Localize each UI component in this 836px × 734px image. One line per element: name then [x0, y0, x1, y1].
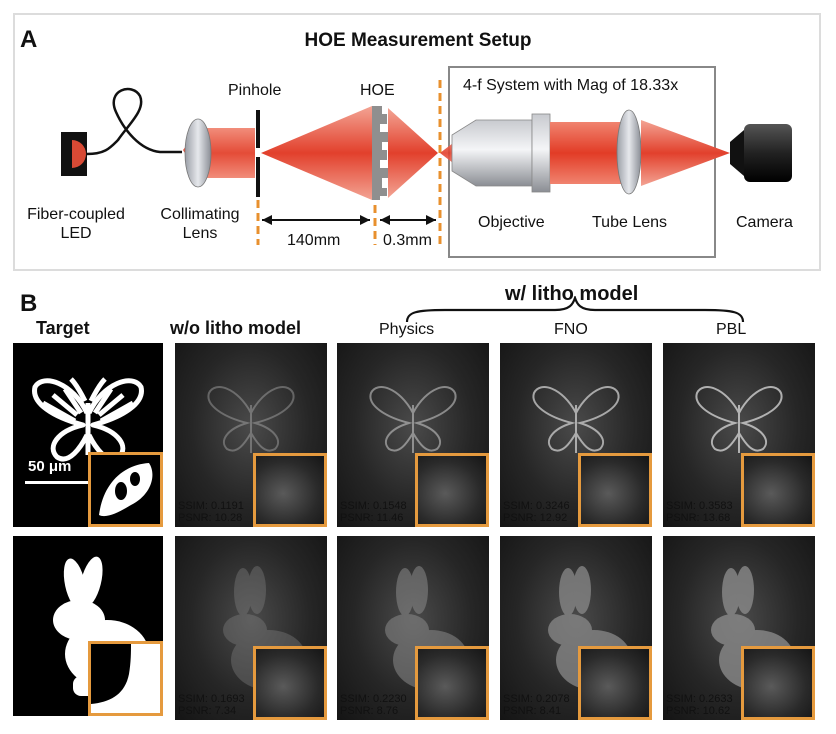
column-header-physics: Physics	[379, 321, 435, 338]
label-led-line2: LED	[60, 225, 92, 242]
optical-setup-diagram	[61, 66, 792, 258]
label-collimating-lens: Collimating Lens	[148, 205, 252, 243]
label-led: Fiber-coupled LED	[26, 205, 126, 243]
recon-inset-bunny-physics	[415, 646, 489, 720]
label-camera: Camera	[736, 214, 793, 231]
objective-icon	[451, 119, 533, 187]
ssim-value: SSIM: 0.3583	[666, 500, 733, 512]
metric-block: SSIM: 0.3583 PSNR: 13.68	[666, 500, 733, 524]
camera-icon	[730, 124, 792, 182]
ssim-value: SSIM: 0.2078	[503, 693, 570, 705]
panel-b-letter: B	[20, 290, 38, 317]
collimating-lens-icon	[184, 118, 212, 188]
label-distance-140mm: 140mm	[287, 232, 341, 249]
psnr-value: PSNR: 8.76	[340, 705, 399, 717]
recon-inset-bunny-fno	[578, 646, 652, 720]
label-collimating-line1: Collimating	[160, 206, 240, 223]
psnr-value: PSNR: 13.68	[666, 512, 731, 524]
scalebar-label: 50 μm	[28, 458, 72, 475]
label-tube-lens: Tube Lens	[592, 214, 668, 231]
parallel-beam	[550, 122, 628, 184]
column-header-wo-litho: w/o litho model	[170, 318, 301, 338]
metric-block: SSIM: 0.2078 PSNR: 8.41	[503, 693, 570, 717]
metric-block: SSIM: 0.1548 PSNR: 11.46	[340, 500, 407, 524]
pinhole-icon	[256, 110, 260, 148]
group-brace	[405, 296, 745, 323]
ssim-value: SSIM: 0.2633	[666, 693, 733, 705]
psnr-value: PSNR: 8.41	[503, 705, 562, 717]
ssim-value: SSIM: 0.3246	[503, 500, 570, 512]
metric-block: SSIM: 0.1191 PSNR: 10.28	[178, 500, 244, 524]
recon-inset-butterfly-pbl	[741, 453, 815, 527]
panel-a-frame	[13, 13, 821, 271]
psnr-value: PSNR: 12.92	[503, 512, 568, 524]
metric-block: SSIM: 0.1693 PSNR: 7.34	[178, 693, 245, 717]
ssim-value: SSIM: 0.2230	[340, 693, 407, 705]
recon-inset-butterfly-physics	[415, 453, 489, 527]
label-pinhole: Pinhole	[228, 82, 282, 99]
fiber-cable	[86, 87, 182, 156]
group-label-litho: w/ litho model	[505, 283, 639, 305]
column-header-pbl: PBL	[716, 321, 747, 338]
diverging-beam	[261, 106, 372, 200]
panel-a-title: HOE Measurement Setup	[304, 30, 532, 51]
target-bunny-inset	[88, 641, 163, 716]
psnr-value: PSNR: 10.62	[666, 705, 731, 717]
ssim-value: SSIM: 0.1548	[340, 500, 407, 512]
column-header-fno: FNO	[554, 321, 588, 338]
label-hoe: HOE	[360, 82, 395, 99]
label-distance-0-3mm: 0.3mm	[383, 232, 432, 249]
recon-inset-bunny-pbl	[741, 646, 815, 720]
hoe-element	[372, 106, 388, 200]
converging-beam	[388, 108, 438, 198]
column-header-target: Target	[36, 318, 90, 338]
label-led-line1: Fiber-coupled	[27, 206, 125, 223]
psnr-value: PSNR: 10.28	[178, 512, 243, 524]
target-butterfly-inset	[88, 452, 163, 527]
label-objective: Objective	[478, 214, 545, 231]
ssim-value: SSIM: 0.1191	[178, 500, 244, 512]
recon-inset-bunny-wo-litho	[253, 646, 327, 720]
metric-block: SSIM: 0.2230 PSNR: 8.76	[340, 693, 407, 717]
label-four-f-system: 4-f System with Mag of 18.33x	[463, 77, 679, 94]
psnr-value: PSNR: 7.34	[178, 705, 237, 717]
recon-inset-butterfly-fno	[578, 453, 652, 527]
recon-inset-butterfly-wo-litho	[253, 453, 327, 527]
label-collimating-line2: Lens	[182, 225, 218, 242]
panel-a-letter: A	[20, 26, 38, 53]
metric-block: SSIM: 0.3246 PSNR: 12.92	[503, 500, 570, 524]
four-f-system-box	[448, 66, 716, 258]
ssim-value: SSIM: 0.1693	[178, 693, 245, 705]
metric-block: SSIM: 0.2633 PSNR: 10.62	[666, 693, 733, 717]
tube-lens-icon	[616, 109, 642, 195]
psnr-value: PSNR: 11.46	[340, 512, 404, 524]
